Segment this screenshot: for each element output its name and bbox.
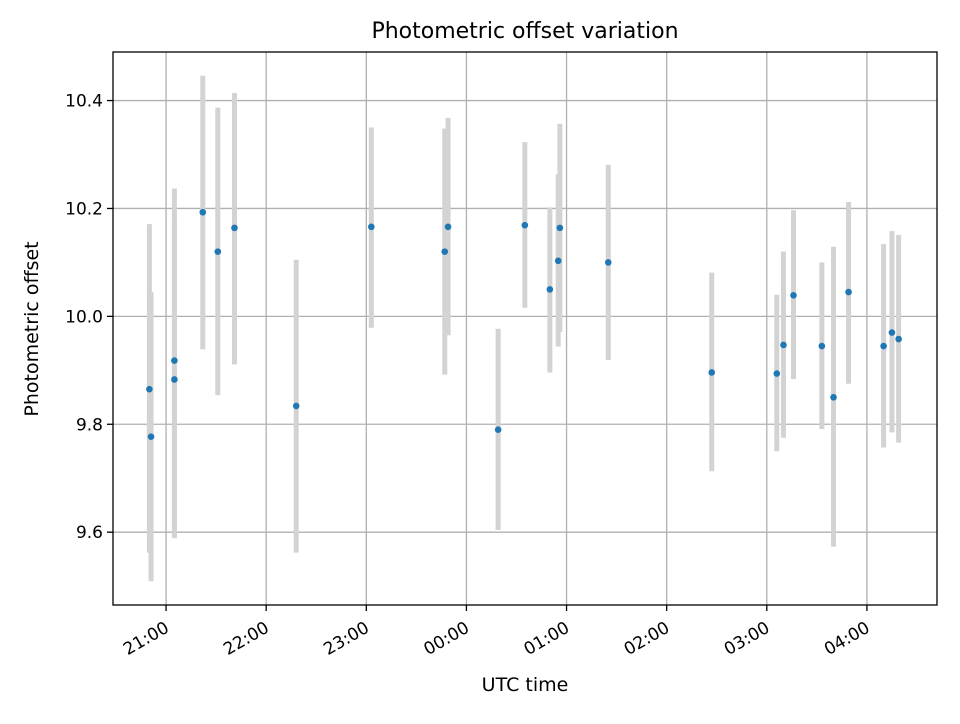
data-point	[147, 433, 155, 440]
data-point	[368, 223, 375, 231]
chart-title: Photometric offset variation	[371, 19, 678, 44]
x-axis-label: UTC time	[482, 674, 569, 696]
data-point	[895, 335, 902, 343]
y-tick-label: 10.0	[65, 307, 103, 327]
data-point	[199, 208, 207, 216]
data-point	[171, 357, 178, 364]
data-point	[146, 385, 153, 393]
x-tick-label: 21:00	[120, 618, 172, 660]
data-point	[773, 370, 781, 377]
data-point	[441, 248, 449, 255]
marker-layer	[146, 208, 902, 440]
data-point	[556, 224, 564, 232]
data-point	[845, 288, 852, 296]
x-tick-label: 01:00	[521, 618, 573, 660]
data-point	[708, 369, 716, 376]
y-tick-label: 10.4	[65, 92, 103, 112]
x-tick-label: 23:00	[320, 618, 372, 660]
y-tick-label: 9.8	[76, 415, 103, 435]
tick-layer: 21:00 22:00 23:00 00:00 01:00 02:00 03:00 04:00…	[65, 92, 873, 660]
data-point	[830, 393, 837, 401]
x-tick-label: 00:00	[420, 618, 472, 660]
y-tick-label: 9.6	[76, 523, 103, 543]
y-tick-label: 10.2	[65, 199, 103, 219]
y-axis-label: Photometric offset	[21, 241, 43, 416]
data-point	[604, 259, 612, 266]
data-point	[888, 329, 896, 336]
data-point	[231, 224, 238, 232]
data-point	[780, 341, 787, 349]
data-point	[818, 342, 826, 350]
plot-frame	[112, 51, 938, 606]
errorbar-layer	[146, 75, 902, 582]
data-point	[521, 221, 529, 229]
x-tick-label: 02:00	[621, 618, 673, 660]
data-point	[292, 402, 300, 410]
data-point	[494, 426, 502, 433]
data-point	[444, 223, 452, 231]
data-point	[214, 248, 222, 255]
data-point	[880, 342, 887, 350]
x-tick-label: 04:00	[821, 618, 873, 660]
data-point	[790, 292, 797, 299]
data-point	[546, 286, 554, 293]
data-point	[554, 257, 562, 265]
data-point	[171, 376, 178, 383]
x-tick-label: 22:00	[220, 618, 272, 660]
grid-layer	[113, 52, 937, 605]
x-tick-label: 03:00	[721, 618, 773, 660]
